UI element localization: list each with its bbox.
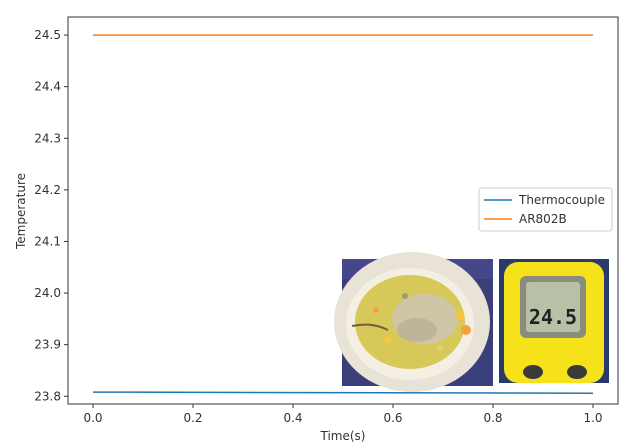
plot-area: 24.5 Thermocouple AR802B — [92, 34, 613, 394]
legend-entry-1: AR802B — [519, 212, 567, 226]
x-tick-label: 1.0 — [583, 411, 602, 425]
x-tick-label: 0.0 — [83, 411, 102, 425]
series-line-0 — [92, 391, 594, 394]
series-lines — [92, 34, 594, 394]
y-tick-label: 24.0 — [34, 286, 61, 300]
axes-frame — [67, 16, 619, 405]
y-tick-label: 23.9 — [34, 338, 61, 352]
ir-thermometer-photo: 24.5 — [499, 259, 609, 383]
y-tick-label: 24.3 — [34, 131, 61, 145]
y-tick-label: 24.5 — [34, 28, 61, 42]
y-axis-label: Temperature — [14, 173, 28, 250]
noodle-cup-photo — [334, 252, 493, 392]
x-tick-label: 0.6 — [383, 411, 402, 425]
x-tick-label: 0.8 — [483, 411, 502, 425]
y-tick-label: 24.2 — [34, 183, 61, 197]
x-tick-label: 0.2 — [183, 411, 202, 425]
thermometer-reading: 24.5 — [529, 305, 577, 329]
y-tick-label: 24.1 — [34, 234, 61, 248]
legend-box — [478, 187, 613, 232]
legend: Thermocouple AR802B — [478, 187, 613, 232]
axes-border — [67, 16, 619, 405]
legend-entry-0: Thermocouple — [518, 193, 605, 207]
y-axis-ticks: 23.8 23.9 24.0 24.1 24.2 24.3 24.4 24.5 — [34, 28, 68, 403]
x-axis-ticks: 0.0 0.2 0.4 0.6 0.8 1.0 — [83, 404, 603, 425]
x-tick-label: 0.4 — [283, 411, 302, 425]
x-axis-label: Time(s) — [320, 429, 366, 443]
y-tick-label: 23.8 — [34, 389, 61, 403]
y-tick-label: 24.4 — [34, 80, 61, 94]
